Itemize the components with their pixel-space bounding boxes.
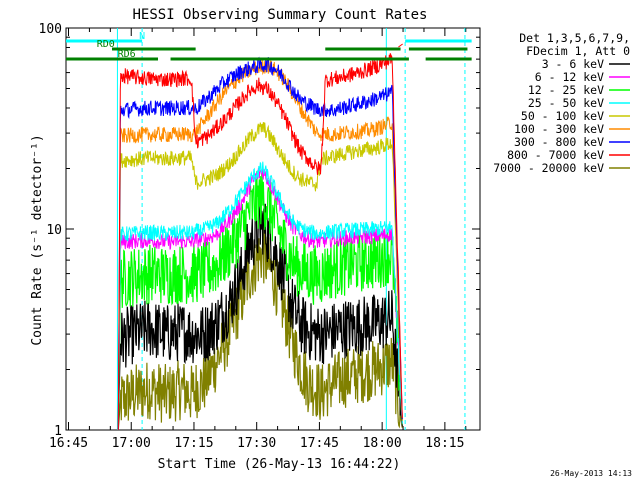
legend-entry-label: 6 - 12 keV: [535, 70, 604, 84]
legend: Det 1,3,5,6,7,9,FDecim 1, Att 03 - 6 keV…: [493, 31, 630, 175]
red-marker: [398, 43, 403, 48]
y-tick-label: 100: [39, 22, 62, 37]
x-tick-label: 17:15: [174, 436, 213, 451]
state-bar-label: RD6: [118, 49, 136, 60]
legend-entry-label: 300 - 800 keV: [514, 135, 604, 149]
x-tick-label: 16:45: [49, 436, 88, 451]
chart-title: HESSI Observing Summary Count Rates: [132, 7, 427, 23]
legend-entry-label: 7000 - 20000 keV: [493, 161, 604, 175]
state-bar-label: RD0: [97, 39, 115, 50]
legend-header: FDecim 1, Att 0: [526, 44, 630, 58]
legend-entry-label: 800 - 7000 keV: [507, 148, 604, 162]
state-bar-label: N: [139, 31, 145, 42]
series-line: [117, 169, 403, 431]
y-tick-label: 1: [54, 424, 62, 439]
y-axis-label: Count Rate (s⁻¹ detector⁻¹): [30, 134, 45, 345]
x-tick-label: 18:15: [425, 436, 464, 451]
y-tick-label: 10: [46, 223, 62, 238]
x-axis-label: Start Time (26-May-13 16:44:22): [158, 457, 401, 472]
legend-header: Det 1,3,5,6,7,9,: [519, 31, 630, 45]
legend-entry-label: 3 - 6 keV: [542, 57, 604, 71]
series-line: [117, 202, 403, 431]
series-line: [117, 226, 403, 431]
x-tick-label: 17:00: [112, 436, 151, 451]
legend-entry-label: 25 - 50 keV: [528, 96, 604, 110]
series-line: [117, 161, 403, 431]
legend-entry-label: 50 - 100 keV: [521, 109, 604, 123]
series-line: [117, 53, 403, 431]
legend-entry-label: 12 - 25 keV: [528, 83, 604, 97]
x-tick-label: 17:30: [237, 436, 276, 451]
x-tick-label: 17:45: [300, 436, 339, 451]
axes-group: 16:45 17:00 17:15 17:30 17:45 18:00 18:15 1 10 10…: [39, 22, 481, 451]
series-line: [117, 59, 403, 431]
x-tick-label: 18:00: [363, 436, 402, 451]
series-line: [117, 122, 403, 431]
footer-timestamp: 26-May-2013 14:13: [550, 469, 632, 478]
legend-entry-label: 100 - 300 keV: [514, 122, 604, 136]
